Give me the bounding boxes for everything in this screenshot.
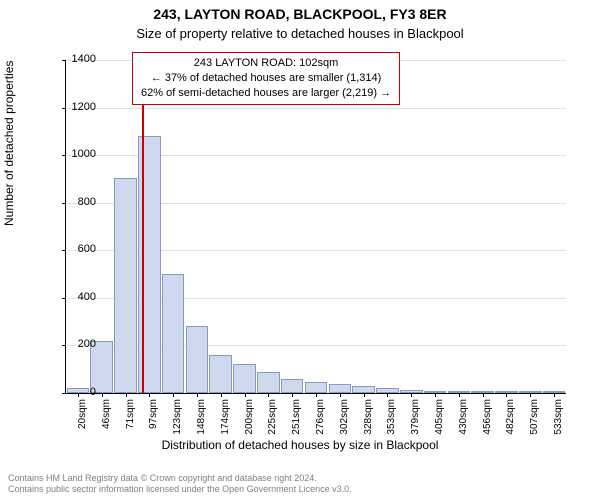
histogram-bar <box>209 355 232 393</box>
x-tick-label: 353sqm <box>386 399 397 439</box>
x-tick-label: 379sqm <box>410 399 421 439</box>
histogram-bar <box>281 379 304 393</box>
x-axis-label: Distribution of detached houses by size … <box>0 438 600 452</box>
x-tick-mark <box>364 393 365 397</box>
reference-line <box>142 60 144 393</box>
x-tick-label: 533sqm <box>553 399 564 439</box>
x-tick-mark <box>245 393 246 397</box>
x-tick-label: 97sqm <box>148 399 159 439</box>
y-tick-label: 200 <box>56 338 96 350</box>
x-tick-label: 507sqm <box>529 399 540 439</box>
histogram-plot <box>65 60 566 394</box>
x-tick-mark <box>102 393 103 397</box>
chart-title-2: Size of property relative to detached ho… <box>0 26 600 41</box>
histogram-bar <box>114 178 137 393</box>
x-tick-label: 302sqm <box>339 399 350 439</box>
y-tick-label: 400 <box>56 291 96 303</box>
y-tick-label: 800 <box>56 196 96 208</box>
x-tick-mark <box>126 393 127 397</box>
x-tick-mark <box>435 393 436 397</box>
y-tick-label: 0 <box>56 386 96 398</box>
x-tick-label: 174sqm <box>220 399 231 439</box>
histogram-bar <box>257 372 280 393</box>
x-tick-label: 200sqm <box>244 399 255 439</box>
histogram-bar <box>186 326 209 393</box>
x-tick-label: 71sqm <box>125 399 136 439</box>
x-tick-label: 482sqm <box>505 399 516 439</box>
x-tick-mark <box>459 393 460 397</box>
x-tick-mark <box>387 393 388 397</box>
x-tick-label: 148sqm <box>196 399 207 439</box>
y-axis-label: Number of detached properties <box>2 61 16 226</box>
callout-line2: ← 37% of detached houses are smaller (1,… <box>141 71 391 86</box>
x-tick-mark <box>149 393 150 397</box>
x-tick-mark <box>316 393 317 397</box>
callout-line1: 243 LAYTON ROAD: 102sqm <box>141 56 391 71</box>
grid-line <box>66 108 566 109</box>
x-tick-label: 405sqm <box>434 399 445 439</box>
histogram-bar <box>329 384 352 393</box>
x-tick-label: 46sqm <box>101 399 112 439</box>
y-tick-label: 1400 <box>56 53 96 65</box>
x-tick-label: 123sqm <box>172 399 183 439</box>
x-tick-mark <box>483 393 484 397</box>
x-tick-label: 328sqm <box>363 399 374 439</box>
x-tick-label: 456sqm <box>482 399 493 439</box>
x-tick-mark <box>221 393 222 397</box>
chart-title-1: 243, LAYTON ROAD, BLACKPOOL, FY3 8ER <box>0 6 600 22</box>
x-tick-mark <box>411 393 412 397</box>
x-tick-mark <box>554 393 555 397</box>
x-tick-label: 276sqm <box>315 399 326 439</box>
callout-box: 243 LAYTON ROAD: 102sqm ← 37% of detache… <box>132 52 400 105</box>
x-tick-mark <box>530 393 531 397</box>
x-tick-mark <box>197 393 198 397</box>
x-tick-mark <box>268 393 269 397</box>
x-tick-mark <box>173 393 174 397</box>
x-tick-mark <box>340 393 341 397</box>
x-tick-mark <box>506 393 507 397</box>
histogram-bar <box>162 274 185 393</box>
footer-line1: Contains HM Land Registry data © Crown c… <box>8 473 352 485</box>
y-tick-label: 1200 <box>56 101 96 113</box>
x-tick-label: 430sqm <box>458 399 469 439</box>
histogram-bar <box>233 364 256 393</box>
histogram-bar <box>305 382 328 393</box>
x-tick-label: 20sqm <box>77 399 88 439</box>
x-tick-label: 251sqm <box>291 399 302 439</box>
y-tick-label: 1000 <box>56 148 96 160</box>
x-tick-label: 225sqm <box>267 399 278 439</box>
y-tick-label: 600 <box>56 243 96 255</box>
histogram-bar <box>352 386 375 393</box>
footer-line2: Contains public sector information licen… <box>8 484 352 496</box>
x-tick-mark <box>292 393 293 397</box>
callout-line3: 62% of semi-detached houses are larger (… <box>141 86 391 101</box>
footer-attribution: Contains HM Land Registry data © Crown c… <box>8 473 352 496</box>
